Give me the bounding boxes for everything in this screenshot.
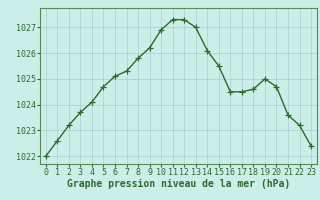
- X-axis label: Graphe pression niveau de la mer (hPa): Graphe pression niveau de la mer (hPa): [67, 179, 290, 189]
